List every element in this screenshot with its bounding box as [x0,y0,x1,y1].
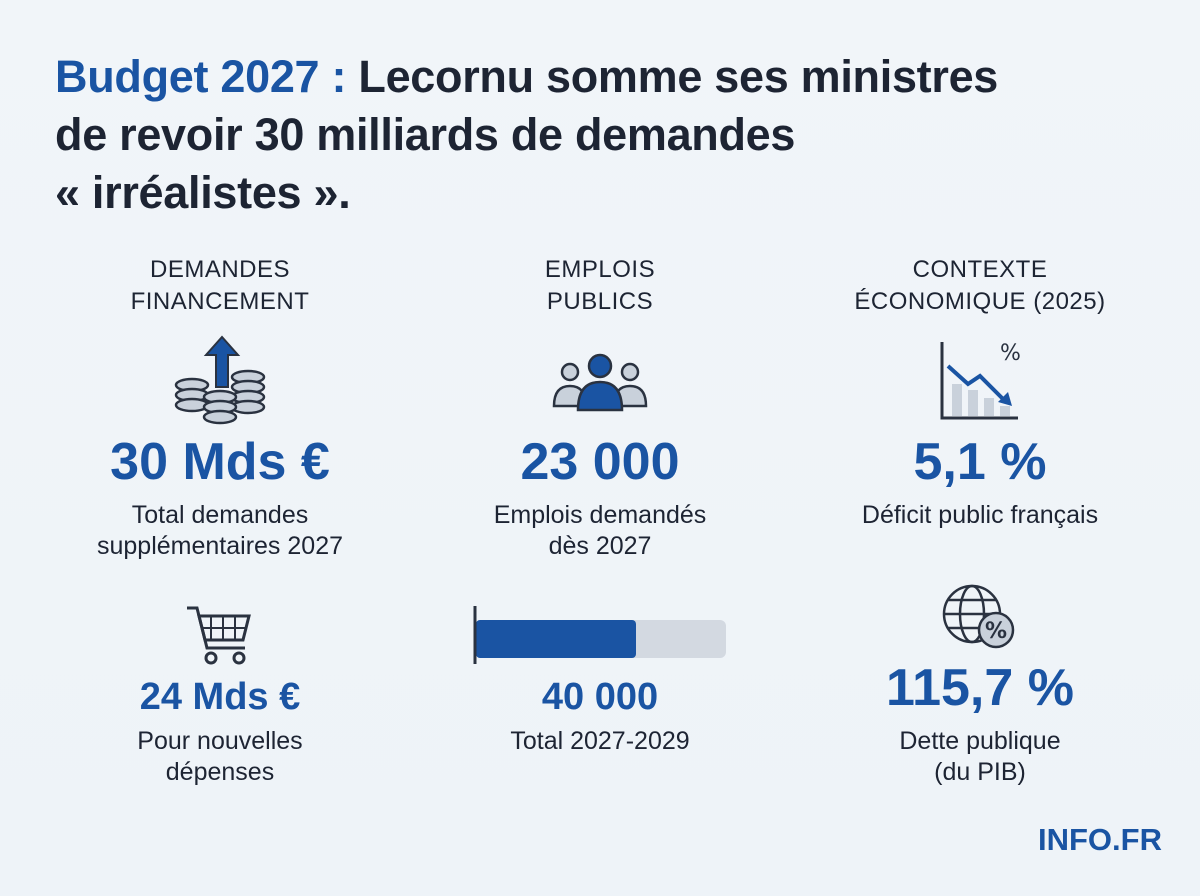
label-line: Dette publique [899,727,1061,755]
people-icon [552,353,648,412]
progress-bar [473,606,726,664]
stat-value: 30 Mds € [110,433,330,491]
stat-value: 115,7 % [886,659,1074,717]
label-line: Emplois demandés [493,501,707,529]
stat-value: 23 000 [520,433,680,491]
stat-label: Total 2027-2029 [410,726,790,757]
label-line: (du PIB) [934,758,1026,786]
heading-line: PUBLICS [546,288,654,315]
coins-icon [174,335,266,425]
heading: EMPLOIS PUBLICS [410,254,790,318]
heading-line: DEMANDES [149,256,291,283]
stat-label: Dette publique (du PIB) [790,726,1170,788]
title: Budget 2027 : Lecornu somme ses ministre… [55,48,998,222]
stat-label: Total demandes supplémentaires 2027 [30,500,410,562]
label-line: Déficit public français [861,501,1099,529]
stat-label: Pour nouvelles dépenses [30,726,410,788]
heading-line: EMPLOIS [544,256,656,283]
title-line: Budget 2027 : Lecornu somme ses ministre… [55,48,998,106]
label-line: dès 2027 [548,532,652,560]
cart-icon [187,606,251,665]
stat-label: Déficit public français [790,500,1170,531]
brand: INFO.FR [1038,822,1162,857]
stat-value: 24 Mds € [139,676,301,718]
stat-value: 5,1 % [913,433,1047,491]
label-line: Total demandes [131,501,309,529]
column: CONTEXTE ÉCONOMIQUE (2025) % 5,1 % Défici… [790,0,1170,896]
stat-value: 40 000 [541,676,659,718]
heading-line: CONTEXTE [912,256,1048,283]
chart-down-icon: % [940,341,1021,420]
stat-label: Emplois demandés dès 2027 [410,500,790,562]
label-line: Total 2027-2029 [510,727,690,755]
heading: DEMANDES FINANCEMENT [30,254,410,318]
heading: CONTEXTE ÉCONOMIQUE (2025) [790,254,1170,318]
column: DEMANDES FINANCEMENT 30 Mds € Total deman… [30,0,410,896]
label-line: Pour nouvelles [137,727,303,755]
title-line: « irréalistes ». [55,167,351,218]
title-highlight: Budget 2027 : [55,51,347,102]
heading-line: FINANCEMENT [130,288,310,315]
title-line: de revoir 30 milliards de demandes [55,109,796,160]
label-line: dépenses [165,758,275,786]
label-line: supplémentaires 2027 [97,532,343,560]
column: EMPLOIS PUBLICS 23 000 Emplois demandés dè… [410,0,790,896]
svg-text:%: % [985,619,1007,644]
globe-icon: % [942,584,1015,649]
heading-line: ÉCONOMIQUE (2025) [854,288,1106,315]
svg-text:%: % [1000,341,1021,366]
title-text: Lecornu somme ses ministres [358,51,999,102]
